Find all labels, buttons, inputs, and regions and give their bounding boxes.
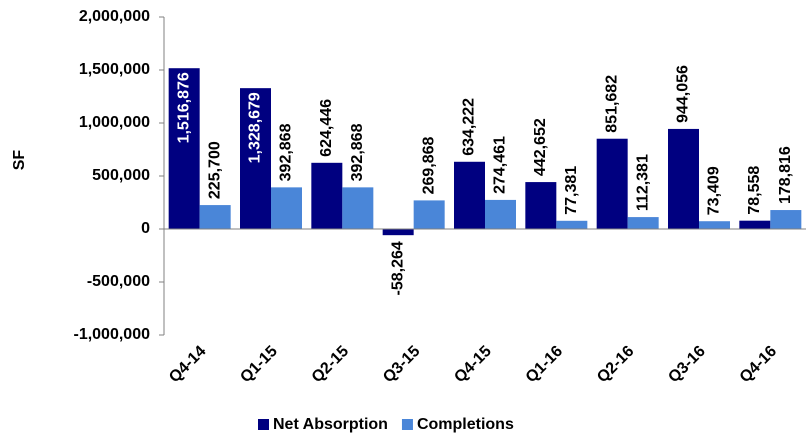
x-tick-label: Q1-16 — [523, 343, 567, 387]
bar — [168, 68, 200, 229]
value-label: -58,264 — [389, 241, 406, 295]
value-label: 634,222 — [461, 98, 478, 156]
x-tick-label: Q2-16 — [594, 343, 638, 387]
value-label: 1,516,876 — [175, 72, 192, 143]
y-axis-label: SF — [11, 150, 28, 171]
legend-label: Completions — [417, 416, 514, 433]
value-label: 78,558 — [746, 166, 763, 215]
bar — [311, 162, 343, 229]
x-tick-label: Q3-16 — [665, 343, 709, 387]
legend-label: Net Absorption — [273, 416, 388, 433]
bar — [739, 220, 771, 229]
bar — [342, 187, 374, 229]
bar — [413, 200, 445, 229]
value-label: 269,868 — [420, 136, 437, 194]
value-label: 851,682 — [603, 75, 620, 133]
x-tick-label: Q4-15 — [451, 343, 495, 387]
bar — [199, 205, 231, 229]
bar — [485, 199, 516, 229]
bar — [668, 128, 699, 229]
bar — [770, 210, 802, 229]
y-tick-label: 0 — [141, 220, 150, 237]
x-tick-label: Q2-15 — [309, 343, 353, 387]
y-tick-label: -500,000 — [87, 273, 150, 290]
y-tick-label: 1,000,000 — [79, 114, 150, 131]
value-label: 73,409 — [706, 166, 723, 215]
y-tick-label: 2,000,000 — [79, 8, 150, 25]
value-label: 225,700 — [206, 141, 223, 199]
bar — [454, 161, 485, 229]
x-tick-label: Q4-14 — [166, 343, 210, 387]
x-tick-label: Q3-15 — [380, 343, 424, 387]
y-tick-label: 1,500,000 — [79, 61, 150, 78]
value-label: 392,868 — [278, 123, 295, 181]
x-tick-label: Q4-16 — [737, 343, 781, 387]
value-label: 944,056 — [675, 65, 692, 123]
bar — [240, 88, 271, 229]
value-label: 77,381 — [563, 166, 580, 215]
value-label: 1,328,679 — [247, 92, 264, 163]
value-label: 274,461 — [492, 136, 509, 194]
bar — [699, 221, 730, 229]
y-tick-label: 500,000 — [92, 167, 150, 184]
bar — [627, 217, 659, 229]
bar — [271, 187, 302, 229]
value-label: 442,652 — [532, 118, 549, 176]
value-label: 112,381 — [634, 154, 651, 211]
bar — [382, 229, 414, 236]
legend-swatch — [258, 419, 269, 430]
bar — [596, 138, 628, 229]
legend-swatch — [401, 419, 413, 430]
bar — [556, 220, 588, 229]
value-label: 178,816 — [777, 146, 794, 204]
y-tick-label: -1,000,000 — [73, 326, 150, 343]
value-label: 392,868 — [349, 123, 366, 181]
value-label: 624,446 — [318, 99, 335, 157]
bar — [525, 182, 557, 229]
x-tick-label: Q1-15 — [237, 343, 281, 387]
